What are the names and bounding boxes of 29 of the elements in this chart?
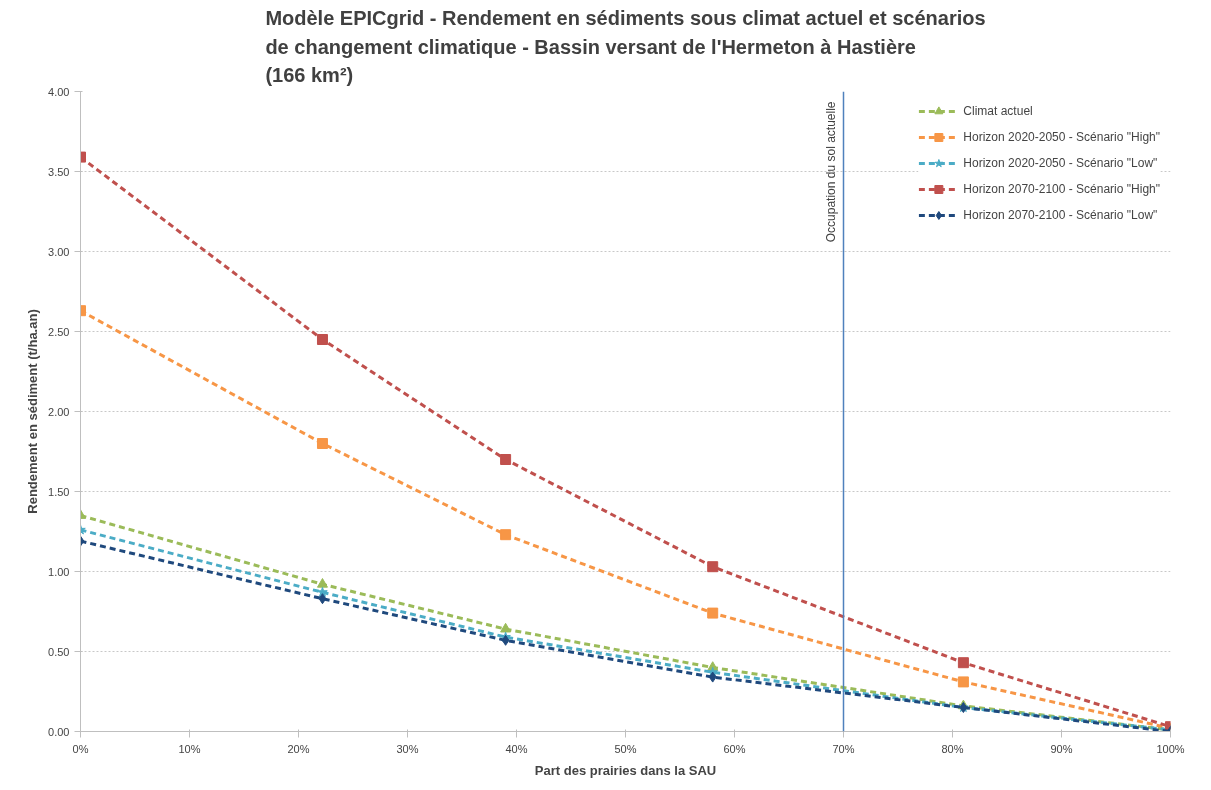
chart-title: Modèle EPICgrid - Rendement en sédiments sous climat actuel et scénarios de changement climatique - Bassin versant de l'Hermeton à Hastière (166 km²)	[265, 7, 986, 87]
legend-label: Horizon 2070-2100 - Scénario "Low"	[963, 208, 1158, 222]
x-tick-label: 50%	[614, 742, 637, 755]
legend-label: Horizon 2070-2100 - Scénario "High"	[963, 182, 1160, 196]
x-tick-label: 30%	[396, 742, 419, 755]
legend-label: Horizon 2020-2050 - Scénario "Low"	[963, 156, 1158, 170]
y-tick-label: 4.00	[48, 85, 70, 98]
legend-label: Horizon 2020-2050 - Scénario "High"	[963, 130, 1160, 144]
x-tick-label: 60%	[723, 742, 746, 755]
y-tick-label: 3.00	[48, 245, 70, 258]
y-tick-label: 0.50	[48, 645, 70, 658]
y-tick-label: 2.00	[48, 405, 70, 418]
y-axis-title: Rendement en sédiment (t/ha.an)	[25, 309, 41, 514]
y-tick-label: 2.50	[48, 325, 70, 338]
x-tick-label: 20%	[287, 742, 310, 755]
y-tick-label: 3.50	[48, 165, 70, 178]
x-tick-label: 40%	[505, 742, 528, 755]
legend-label: Climat actuel	[963, 104, 1033, 118]
y-tick-label: 0.00	[48, 725, 70, 738]
x-tick-label: 70%	[832, 742, 855, 755]
x-tick-label: 100%	[1156, 742, 1185, 755]
ref-line-label: Occupation du sol actuelle	[823, 101, 838, 243]
y-tick-label: 1.50	[48, 485, 70, 498]
x-tick-label: 80%	[941, 742, 964, 755]
y-tick-label: 1.00	[48, 565, 70, 578]
x-axis-title: Part des prairies dans la SAU	[534, 762, 717, 778]
x-tick-label: 90%	[1050, 742, 1073, 755]
x-tick-label: 0%	[72, 742, 89, 755]
x-tick-label: 10%	[178, 742, 201, 755]
